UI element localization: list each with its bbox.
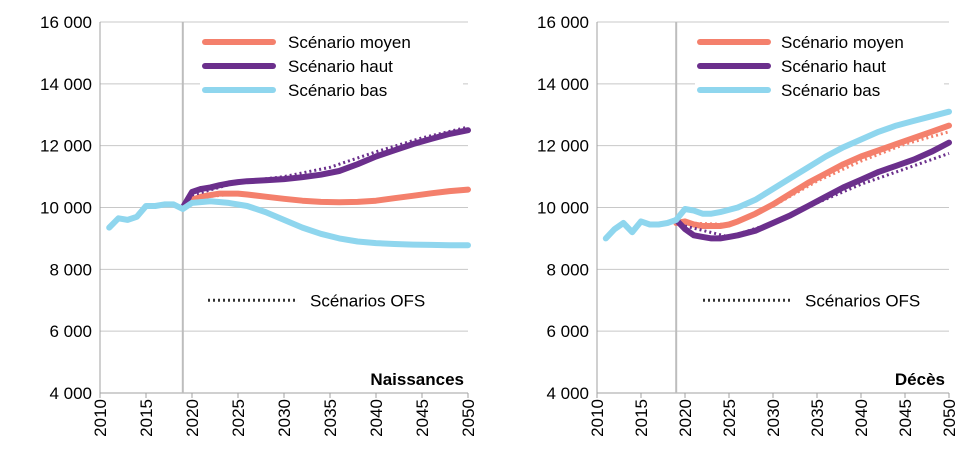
series-line-sc-nario-moyen <box>673 122 952 229</box>
series-line-sc-nario-haut <box>179 127 471 211</box>
legend-ofs-bg <box>203 288 464 313</box>
legend-label: Scénario haut <box>288 57 393 76</box>
chart-panel-0: 4 000 6 000 8 000 10 000 12 000 14 000 16 000 2… <box>40 13 478 437</box>
series-line-sc-narios-ofs-dotted <box>191 187 469 204</box>
y-tick-label: 8 000 <box>49 260 92 279</box>
series-line-sc-nario-bas <box>106 198 471 249</box>
y-tick-label: 12 000 <box>40 137 92 156</box>
legend-label: Scénario moyen <box>288 33 411 52</box>
x-tick-label: 2035 <box>321 399 340 437</box>
x-tick-label: 2015 <box>137 399 156 437</box>
panel-title: Décès <box>895 370 945 389</box>
x-tick-label: 2025 <box>229 399 248 437</box>
x-tick-label: 2040 <box>852 399 871 437</box>
x-tick-label: 2050 <box>940 399 957 437</box>
x-tick-label: 2030 <box>275 399 294 437</box>
y-tick-label: 14 000 <box>537 75 589 94</box>
y-tick-label: 8 000 <box>546 260 589 279</box>
x-tick-label: 2010 <box>588 399 607 437</box>
x-tick-label: 2020 <box>676 399 695 437</box>
x-tick-label: 2010 <box>91 399 110 437</box>
y-tick-label: 12 000 <box>537 137 589 156</box>
legend-label: Scénario bas <box>288 81 387 100</box>
x-tick-label: 2015 <box>632 399 651 437</box>
legend-label: Scénario moyen <box>781 33 904 52</box>
x-tick-label: 2045 <box>413 399 432 437</box>
x-tick-label: 2030 <box>764 399 783 437</box>
y-tick-label: 16 000 <box>40 13 92 32</box>
x-tick-label: 2045 <box>896 399 915 437</box>
series-line-sc-narios-ofs-dotted <box>684 151 950 239</box>
y-tick-label: 10 000 <box>40 199 92 218</box>
y-tick-label: 4 000 <box>49 384 92 403</box>
x-tick-label: 2025 <box>720 399 739 437</box>
x-tick-label: 2020 <box>183 399 202 437</box>
series-line-sc-nario-bas <box>602 108 952 242</box>
y-tick-label: 16 000 <box>537 13 589 32</box>
y-tick-label: 6 000 <box>49 322 92 341</box>
legend-label: Scénario bas <box>781 81 880 100</box>
legend-label: Scénario haut <box>781 57 886 76</box>
y-tick-label: 4 000 <box>546 384 589 403</box>
y-tick-label: 10 000 <box>537 199 589 218</box>
legend-ofs-label: Scénarios OFS <box>310 291 425 310</box>
panel-title: Naissances <box>370 370 464 389</box>
series-line-sc-narios-ofs-dotted <box>191 125 469 197</box>
y-tick-label: 6 000 <box>546 322 589 341</box>
y-tick-label: 14 000 <box>40 75 92 94</box>
x-tick-label: 2040 <box>367 399 386 437</box>
x-tick-label: 2050 <box>459 399 478 437</box>
x-tick-label: 2035 <box>808 399 827 437</box>
legend-ofs-label: Scénarios OFS <box>805 291 920 310</box>
chart-panel-1: 4 000 6 000 8 000 10 000 12 000 14 000 16 000 2… <box>537 13 957 437</box>
